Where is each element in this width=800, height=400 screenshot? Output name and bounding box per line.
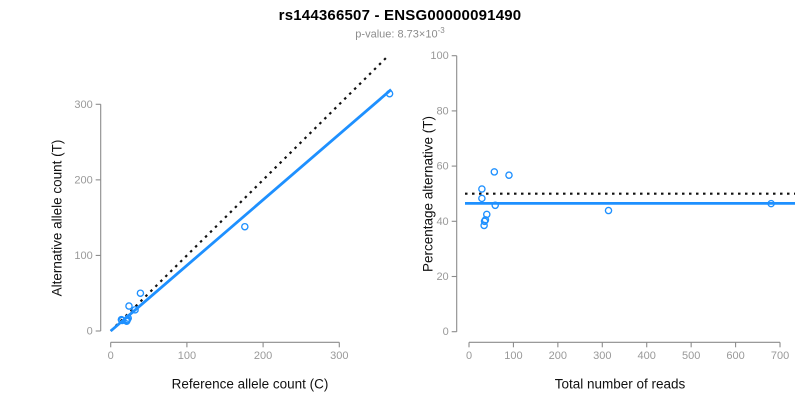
- x-axis-title-right: Total number of reads: [554, 376, 686, 392]
- x-tick-label: 0: [466, 350, 472, 362]
- figure-title: rs144366507 - ENSG00000091490: [278, 7, 522, 24]
- data-point: [478, 185, 486, 193]
- data-point: [490, 168, 499, 176]
- identity-reference-line: [109, 55, 389, 332]
- x-tick-label: 100: [178, 350, 196, 362]
- data-point: [136, 289, 145, 297]
- scatter-plot-allele-counts: 0 100 200 300 0 100 200 300: [74, 55, 394, 362]
- x-axis-title-left: Reference allele count (C): [171, 376, 329, 392]
- p-value-text: p-value: 8.73×10: [355, 28, 438, 41]
- y-tick-label: 100: [430, 50, 448, 62]
- data-point: [131, 306, 139, 314]
- y-axis-title-right: Percentage alternative (T): [420, 115, 436, 273]
- data-point: [505, 171, 513, 179]
- y-tick-label: 300: [74, 99, 92, 111]
- y-tick-label: 0: [443, 326, 449, 338]
- x-tick-label: 0: [108, 350, 114, 362]
- x-tick-label: 300: [330, 350, 348, 362]
- y-tick-label: 0: [87, 326, 93, 338]
- y-axis-title-left: Alternative allele count (T): [49, 139, 65, 297]
- data-point: [478, 194, 486, 203]
- scatter-plot-percentage-reads: 0 20 40 60 80 100 0 100 200 300 400 500 600 700: [430, 50, 795, 362]
- x-tick-label: 700: [771, 350, 789, 362]
- data-point: [385, 89, 394, 98]
- y-tick-label: 40: [436, 216, 448, 228]
- y-tick-label: 100: [74, 250, 92, 262]
- data-point: [604, 206, 613, 215]
- p-value-exponent: -3: [437, 26, 445, 35]
- fit-line: [109, 88, 393, 333]
- x-tick-label: 500: [682, 350, 700, 362]
- x-tick-label: 100: [504, 350, 522, 362]
- y-tick-label: 20: [436, 271, 448, 283]
- data-point: [482, 210, 491, 219]
- x-tick-label: 600: [726, 350, 744, 362]
- data-point: [491, 201, 499, 210]
- data-point: [124, 314, 133, 322]
- figure-subtitle: p-value: 8.73×10-3: [0, 26, 800, 41]
- data-point: [767, 199, 775, 208]
- data-point: [125, 302, 133, 310]
- x-tick-label: 200: [254, 350, 272, 362]
- x-tick-label: 300: [593, 350, 611, 362]
- data-point: [241, 222, 249, 231]
- y-tick-label: 80: [436, 105, 448, 117]
- x-tick-label: 400: [638, 350, 656, 362]
- x-tick-label: 200: [549, 350, 567, 362]
- y-tick-label: 60: [436, 161, 448, 173]
- y-tick-label: 200: [74, 174, 92, 186]
